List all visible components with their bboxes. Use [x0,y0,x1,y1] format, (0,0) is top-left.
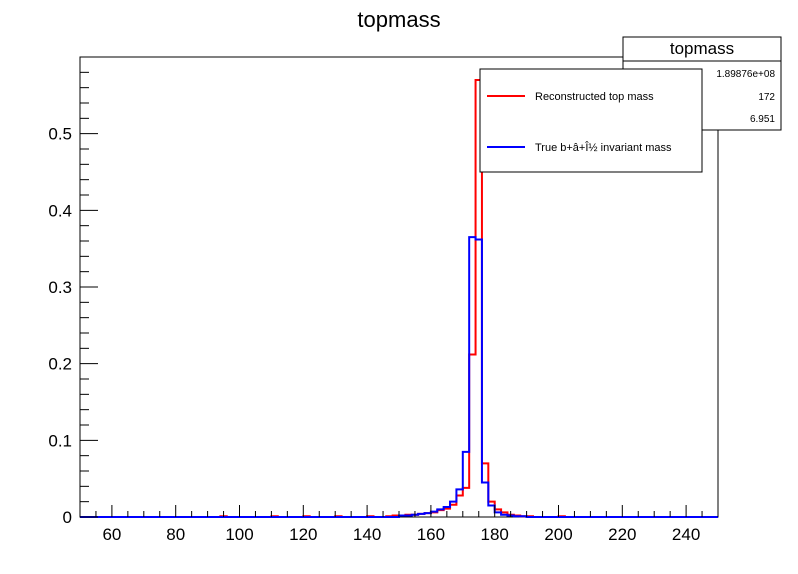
x-tick-label: 120 [289,525,317,544]
legend-label-true: True b+â+Î½ invariant mass [535,141,672,154]
x-tick-label: 100 [225,525,253,544]
x-tick-label: 240 [672,525,700,544]
y-tick-label: 0.2 [48,355,72,374]
stats-mean-value: 172 [758,92,775,103]
x-tick-label: 200 [544,525,572,544]
legend-frame [479,68,703,173]
x-tick-label: 60 [102,525,121,544]
y-tick-label: 0 [63,508,72,527]
x-tick-label: 140 [353,525,381,544]
y-tick-label: 0.5 [48,125,72,144]
stats-box-title: topmass [670,39,734,58]
series-line-1 [80,236,718,518]
stats-entries-value: 1.89876e+08 [716,69,775,80]
stats-stddev-value: 6.951 [750,114,775,125]
x-tick-label: 160 [417,525,445,544]
chart-title: topmass [357,7,440,32]
x-tick-label: 220 [608,525,636,544]
x-tick-label: 80 [166,525,185,544]
y-tick-label: 0.3 [48,278,72,297]
legend: Reconstructed top mass True b+â+Î½ invar… [479,68,703,173]
y-tick-label: 0.4 [48,201,72,220]
axes-layer: 60 80 100 120 140 160 180 200 220 240 0 0.1 0.2 0.3 0.… [48,71,719,544]
x-tick-label: 180 [481,525,509,544]
legend-label-reconstructed: Reconstructed top mass [535,91,654,103]
y-tick-label: 0.1 [48,431,72,450]
